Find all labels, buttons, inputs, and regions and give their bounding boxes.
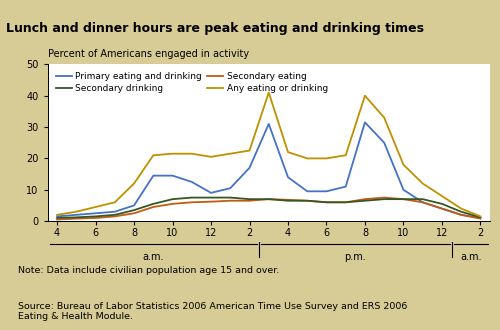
Text: p.m.: p.m. [344,252,366,262]
Text: a.m.: a.m. [142,252,164,262]
Text: Lunch and dinner hours are peak eating and drinking times: Lunch and dinner hours are peak eating a… [6,22,424,35]
Text: a.m.: a.m. [460,252,481,262]
Text: Source: Bureau of Labor Statistics 2006 American Time Use Survey and ERS 2006
Ea: Source: Bureau of Labor Statistics 2006 … [18,302,407,321]
Legend: Primary eating and drinking, Secondary drinking, Secondary eating, Any eating or: Primary eating and drinking, Secondary d… [52,69,332,97]
Text: Note: Data include civilian population age 15 and over.: Note: Data include civilian population a… [18,266,279,275]
Text: Percent of Americans engaged in activity: Percent of Americans engaged in activity [48,50,248,59]
